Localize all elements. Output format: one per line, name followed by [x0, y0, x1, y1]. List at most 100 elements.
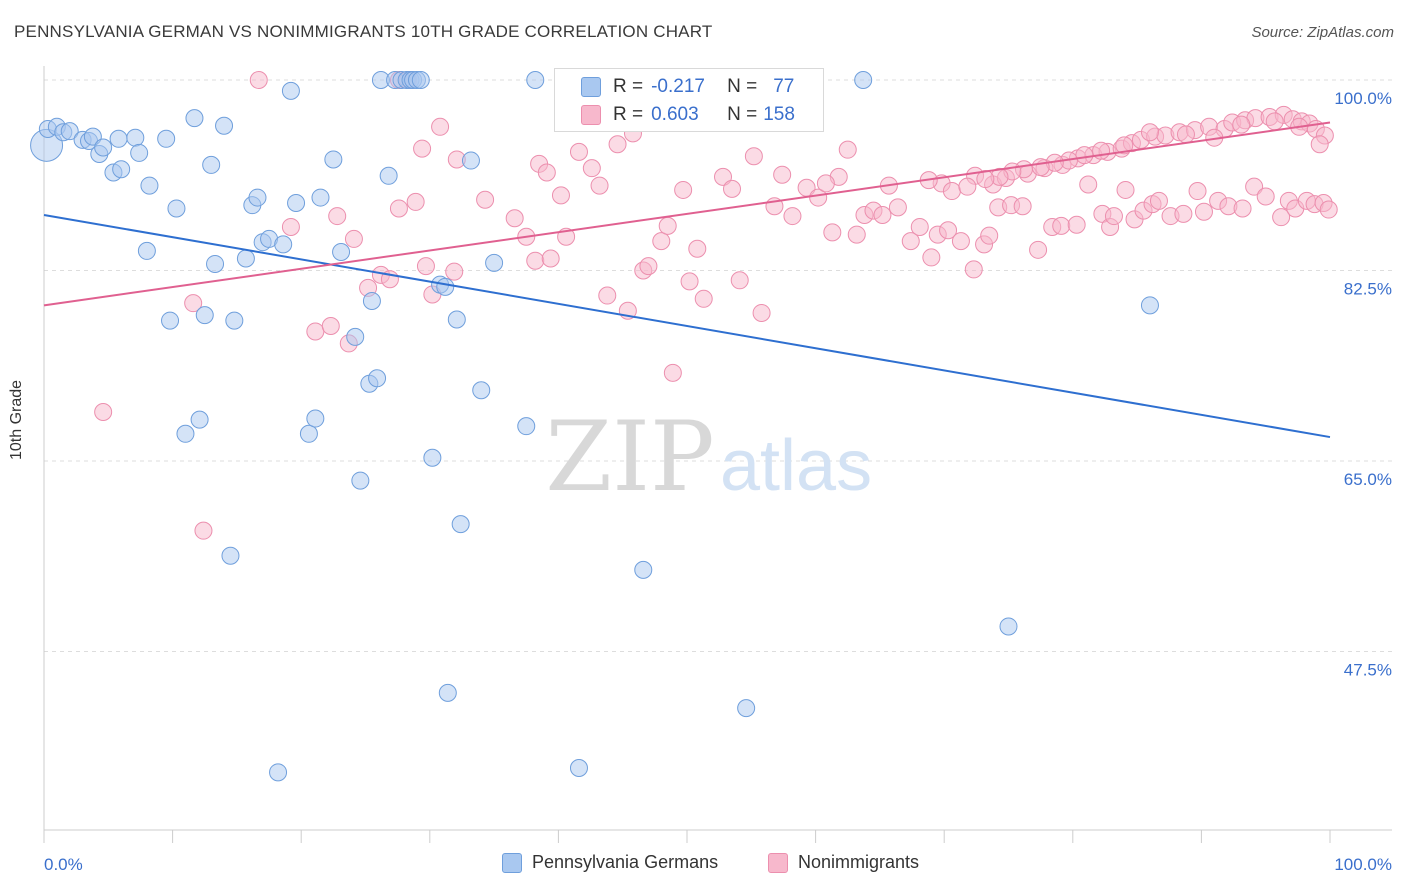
data-point-pennsylvania-germans — [306, 409, 325, 428]
data-point-nonimmigrants — [1265, 112, 1284, 131]
data-point-pennsylvania-germans — [299, 424, 318, 443]
data-point-nonimmigrants — [1075, 146, 1094, 165]
data-point-nonimmigrants — [1031, 158, 1050, 177]
blue-swatch — [581, 77, 601, 97]
x-tick-label: 0.0% — [44, 855, 83, 874]
data-point-pennsylvania-germans — [447, 310, 466, 329]
data-point-nonimmigrants — [306, 322, 325, 341]
data-point-nonimmigrants — [980, 226, 999, 245]
series-pennsylvania-germans-points — [30, 71, 1159, 782]
data-point-nonimmigrants — [674, 180, 693, 199]
watermark-atlas: atlas — [720, 426, 872, 506]
data-point-nonimmigrants — [94, 403, 113, 422]
data-point-nonimmigrants — [1079, 175, 1098, 194]
data-point-nonimmigrants — [413, 139, 432, 158]
data-point-nonimmigrants — [526, 251, 545, 270]
n-value: 77 — [773, 76, 795, 97]
legend-item-pennsylvania-germans: Pennsylvania Germans — [502, 852, 718, 873]
data-point-pennsylvania-germans — [126, 128, 145, 147]
data-point-pennsylvania-germans — [517, 417, 536, 436]
data-point-pennsylvania-germans — [324, 150, 343, 169]
r-value: 0.603 — [651, 104, 699, 125]
data-point-pennsylvania-germans — [274, 235, 293, 254]
data-point-nonimmigrants — [1310, 135, 1329, 154]
data-point-nonimmigrants — [752, 303, 771, 322]
data-point-nonimmigrants — [888, 198, 907, 217]
n-value: 158 — [763, 104, 795, 125]
data-point-pennsylvania-germans — [438, 683, 457, 702]
legend-label: Nonimmigrants — [798, 852, 920, 872]
blue-swatch — [502, 852, 522, 873]
data-point-nonimmigrants — [823, 223, 842, 242]
trend-line-pennsylvania-germans — [43, 213, 1331, 439]
data-point-nonimmigrants — [328, 207, 347, 226]
data-point-nonimmigrants — [281, 217, 300, 236]
data-point-nonimmigrants — [809, 188, 828, 207]
data-point-nonimmigrants — [1245, 177, 1264, 196]
chart-title: PENNSYLVANIA GERMAN VS NONIMMIGRANTS 10T… — [14, 22, 713, 41]
data-point-nonimmigrants — [344, 229, 363, 248]
data-point-nonimmigrants — [249, 71, 268, 89]
r-label: R = — [613, 104, 644, 125]
y-tick-label: 65.0% — [1344, 470, 1392, 489]
data-point-nonimmigrants — [537, 163, 556, 182]
series-nonimmigrants-points — [94, 71, 1338, 540]
data-point-pennsylvania-germans — [94, 138, 113, 157]
data-point-pennsylvania-germans — [221, 546, 240, 565]
data-point-pennsylvania-germans — [351, 471, 370, 490]
data-point-pennsylvania-germans — [140, 176, 159, 195]
data-point-pennsylvania-germans — [451, 515, 470, 534]
data-point-nonimmigrants — [838, 140, 857, 159]
data-point-nonimmigrants — [1140, 123, 1159, 142]
data-point-nonimmigrants — [680, 272, 699, 291]
data-point-nonimmigrants — [184, 294, 203, 313]
data-point-pennsylvania-germans — [362, 291, 381, 310]
data-point-pennsylvania-germans — [737, 699, 756, 718]
data-point-pennsylvania-germans — [436, 277, 455, 296]
stats-legend: R = -0.217 N = 77 R = 0.603 N = 158 — [554, 68, 824, 132]
data-point-nonimmigrants — [608, 135, 627, 154]
stats-row-nonimmigrants: R = 0.603 N = 158 — [555, 101, 795, 129]
y-tick-label: 100.0% — [1334, 89, 1392, 108]
data-point-nonimmigrants — [541, 249, 560, 268]
data-point-nonimmigrants — [816, 174, 835, 193]
data-point-pennsylvania-germans — [269, 763, 288, 782]
data-point-nonimmigrants — [416, 257, 435, 276]
data-point-nonimmigrants — [1104, 207, 1123, 226]
data-point-pennsylvania-germans — [423, 448, 442, 467]
data-point-pennsylvania-germans — [109, 129, 128, 148]
data-point-nonimmigrants — [1029, 240, 1048, 259]
source-credit: Source: ZipAtlas.com — [1251, 24, 1394, 41]
data-point-pennsylvania-germans — [1140, 296, 1159, 315]
data-point-pennsylvania-germans — [112, 160, 131, 179]
n-label: N = — [727, 76, 758, 97]
data-point-nonimmigrants — [910, 217, 929, 236]
watermark: ZIP atlas — [545, 401, 872, 513]
data-point-pennsylvania-germans — [368, 369, 387, 388]
data-point-nonimmigrants — [847, 225, 866, 244]
data-point-nonimmigrants — [639, 257, 658, 276]
data-point-nonimmigrants — [964, 260, 983, 279]
data-point-pennsylvania-germans — [634, 560, 653, 579]
data-point-nonimmigrants — [714, 167, 733, 186]
data-point-nonimmigrants — [590, 176, 609, 195]
data-point-nonimmigrants — [1232, 115, 1251, 134]
data-point-pennsylvania-germans — [161, 311, 180, 330]
grid-lines — [44, 79, 1392, 652]
data-point-nonimmigrants — [1174, 204, 1193, 223]
data-point-pennsylvania-germans — [167, 199, 186, 218]
data-point-nonimmigrants — [1256, 187, 1275, 206]
data-point-nonimmigrants — [569, 142, 588, 161]
data-point-nonimmigrants — [1176, 125, 1195, 144]
data-point-nonimmigrants — [551, 186, 570, 205]
data-point-pennsylvania-germans — [176, 424, 195, 443]
data-point-pennsylvania-germans — [311, 188, 330, 207]
data-point-nonimmigrants — [901, 232, 920, 251]
legend-item-nonimmigrants: Nonimmigrants — [768, 852, 919, 873]
data-point-nonimmigrants — [445, 262, 464, 281]
data-point-nonimmigrants — [773, 165, 792, 184]
data-point-nonimmigrants — [1194, 202, 1213, 221]
data-point-nonimmigrants — [1188, 182, 1207, 201]
data-point-pennsylvania-germans — [461, 151, 480, 170]
